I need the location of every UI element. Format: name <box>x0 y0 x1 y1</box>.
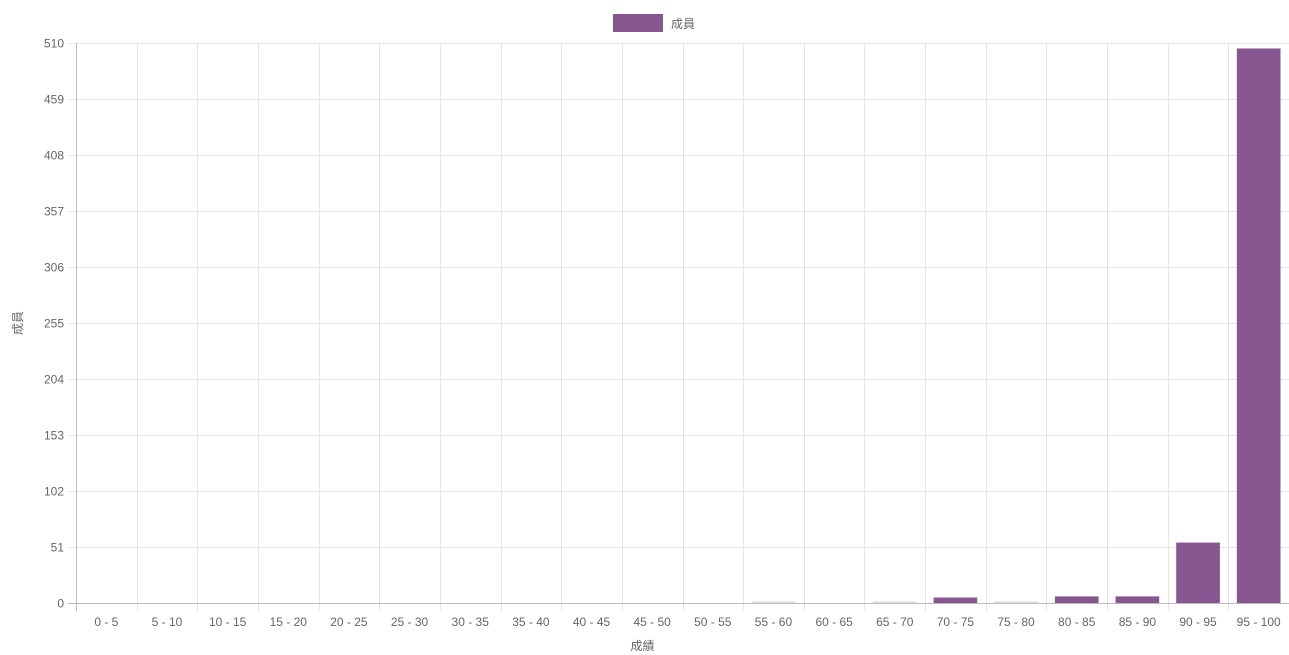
x-tick-label: 45 - 50 <box>633 615 671 629</box>
x-tick-label: 5 - 10 <box>152 615 183 629</box>
x-tick-label: 95 - 100 <box>1237 615 1281 629</box>
x-tick-label: 90 - 95 <box>1179 615 1217 629</box>
bar-85-90[interactable] <box>1115 596 1160 603</box>
y-tick-label: 306 <box>44 261 64 275</box>
legend-swatch[interactable] <box>613 14 663 32</box>
legend[interactable]: 成員 <box>613 14 695 32</box>
x-tick-label: 70 - 75 <box>937 615 975 629</box>
y-tick-label: 51 <box>51 541 65 555</box>
bar-75-80[interactable] <box>994 601 1038 604</box>
x-tick-label: 20 - 25 <box>330 615 368 629</box>
y-tick-labels: 0 51 102 153 204 255 306 357 408 459 510 <box>44 37 64 611</box>
x-tick-label: 65 - 70 <box>876 615 914 629</box>
y-axis-title: 成員 <box>11 311 25 335</box>
x-tick-label: 15 - 20 <box>270 615 308 629</box>
x-tick-label: 85 - 90 <box>1119 615 1157 629</box>
x-tick-label: 35 - 40 <box>512 615 550 629</box>
bar-65-70[interactable] <box>872 601 917 604</box>
x-tick-label: 60 - 65 <box>815 615 853 629</box>
y-tick-label: 255 <box>44 317 64 331</box>
x-tick-labels: 0 - 5 5 - 10 10 - 15 15 - 20 20 - 25 25 - 30 3… <box>94 615 1281 629</box>
x-tick-label: 40 - 45 <box>573 615 611 629</box>
x-tick-label: 30 - 35 <box>452 615 490 629</box>
x-tick-label: 50 - 55 <box>694 615 732 629</box>
bar-95-100[interactable] <box>1236 48 1281 604</box>
y-tick-label: 510 <box>44 37 64 51</box>
y-tick-label: 204 <box>44 373 64 387</box>
bar-55-60[interactable] <box>751 601 796 604</box>
x-tick-label: 75 - 80 <box>997 615 1035 629</box>
y-tick-label: 408 <box>44 149 64 163</box>
legend-label[interactable]: 成員 <box>671 17 695 31</box>
grid-lines <box>76 43 1289 611</box>
bars <box>751 48 1281 604</box>
y-tick-label: 357 <box>44 205 64 219</box>
bar-90-95[interactable] <box>1176 542 1220 603</box>
y-tick-label: 153 <box>44 429 64 443</box>
x-tick-label: 80 - 85 <box>1058 615 1096 629</box>
x-tick-label: 25 - 30 <box>391 615 429 629</box>
x-axis-title: 成績 <box>630 639 654 653</box>
axes <box>68 43 1289 611</box>
x-tick-label: 0 - 5 <box>94 615 118 629</box>
y-tick-label: 459 <box>44 93 64 107</box>
y-tick-label: 0 <box>57 597 64 611</box>
bar-80-85[interactable] <box>1054 596 1099 603</box>
x-tick-label: 10 - 15 <box>209 615 247 629</box>
x-tick-label: 55 - 60 <box>755 615 793 629</box>
bar-70-75[interactable] <box>933 597 978 603</box>
y-tick-label: 102 <box>44 485 64 499</box>
